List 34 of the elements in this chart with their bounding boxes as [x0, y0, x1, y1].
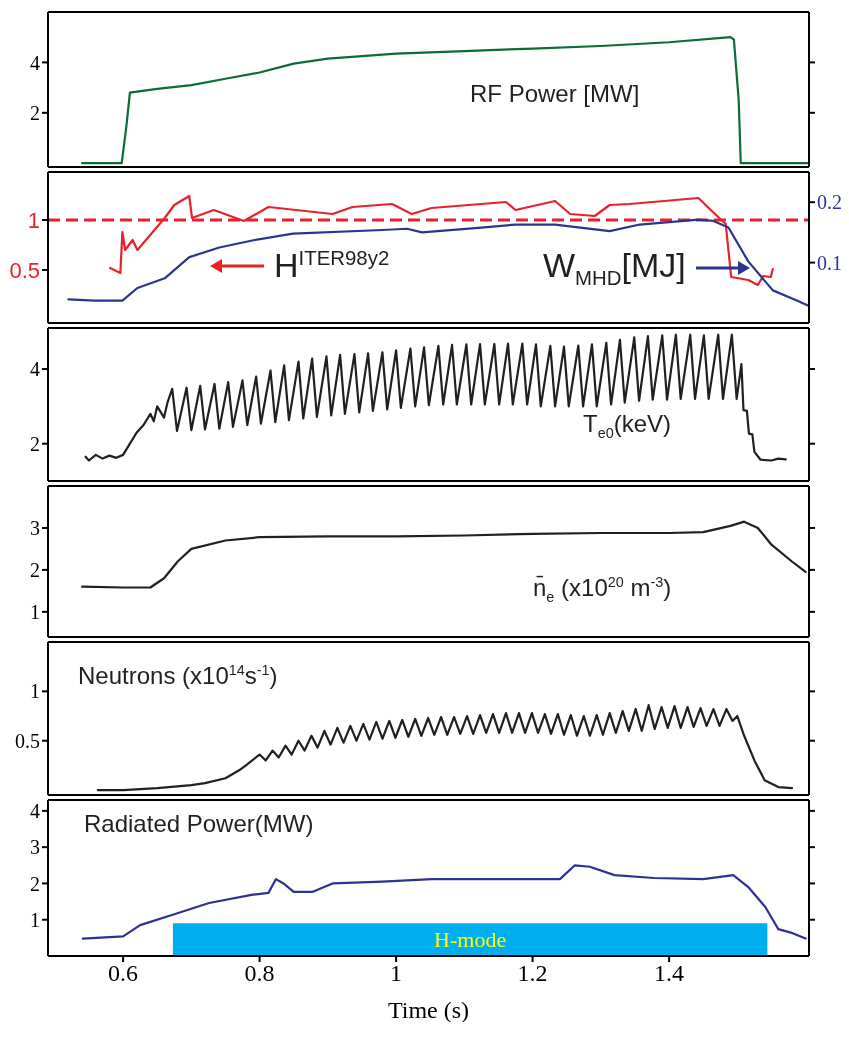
- y-axis-title: T$_{e0}$(keV): [583, 410, 672, 441]
- y-tick-label: 2: [30, 101, 40, 124]
- y-tick-label: 3: [30, 836, 40, 859]
- y-tick-label: 0.5: [15, 729, 40, 752]
- y-tick-label: 1: [30, 908, 40, 931]
- y2-axis-title: W$_{MHD}$[MJ]: [543, 246, 686, 290]
- y2-tick-label: 0.2: [817, 191, 842, 214]
- y-tick-label: 1: [27, 207, 40, 233]
- x-tick-label: 0.6: [108, 960, 139, 987]
- x-tick-label: 0.8: [244, 960, 275, 987]
- band-label: H-mode: [434, 927, 507, 953]
- y-axis-title: RF Power [MW]: [470, 80, 640, 108]
- y-tick-label: 4: [30, 51, 40, 74]
- y-axis-title: Neutrons (x10$^{14}$s$^{-1}$): [78, 662, 278, 690]
- line-series: [96, 704, 794, 792]
- y-axis-title: H$^{ITER98y2}$: [274, 246, 390, 285]
- line-series: [81, 36, 809, 165]
- y-tick-label: 2: [30, 558, 40, 581]
- y-tick-label: 1: [30, 600, 40, 623]
- y-tick-label: 3: [30, 517, 40, 540]
- y-tick-label: 2: [30, 432, 40, 455]
- line-series: [84, 333, 787, 462]
- y-tick-label: 0.5: [9, 257, 40, 283]
- x-tick-label: 1: [390, 960, 403, 987]
- y-tick-label: 2: [30, 872, 40, 895]
- y-axis-title: n̄$_{e}$ (x10$^{20}$ m$^{-3}$): [533, 574, 672, 605]
- x-tick-label: 1.4: [654, 960, 685, 987]
- y-tick-label: 4: [30, 358, 40, 381]
- y2-tick-label: 0.1: [817, 251, 842, 274]
- line-series: [67, 218, 809, 308]
- y-tick-label: 1: [30, 680, 40, 703]
- x-tick-label: 1.2: [517, 960, 548, 987]
- y-axis-title: Radiated Power(MW): [84, 810, 314, 838]
- y-tick-label: 4: [30, 799, 40, 822]
